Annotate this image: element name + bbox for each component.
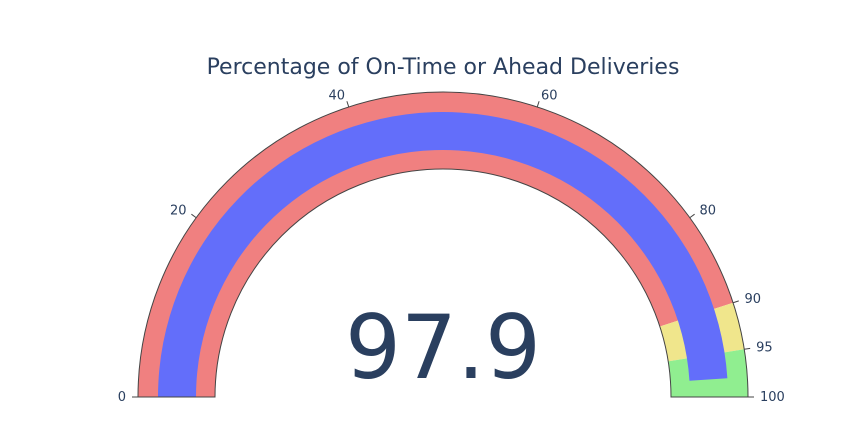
gauge-tick-label: 20 [170, 204, 187, 219]
gauge-border [137, 91, 749, 398]
gauge-tick-mark [536, 101, 540, 108]
gauge-tick-mark [744, 347, 751, 350]
gauge-tick-label: 40 [328, 89, 345, 104]
gauge-tick-mark [732, 300, 739, 304]
chart-title: Percentage of On-Time or Ahead Deliverie… [207, 55, 680, 80]
gauge-tick-label: 100 [760, 390, 785, 405]
gauge-ticks: 0 20 40 60 80 90 95 100 [118, 89, 785, 405]
gauge-outline [137, 91, 749, 398]
gauge-tick-mark [346, 101, 350, 108]
gauge-bar [158, 111, 728, 397]
gauge-tick-label: 80 [699, 204, 716, 219]
gauge-tick-label: 95 [756, 340, 773, 355]
gauge-value-bar [158, 111, 728, 397]
gauge-tick-label: 90 [744, 292, 761, 307]
gauge-tick-label: 0 [118, 390, 126, 405]
gauge-value-number: 97.9 [345, 296, 541, 399]
gauge-tick-mark [191, 213, 197, 219]
gauge-tick-label: 60 [541, 89, 558, 104]
gauge-tick-mark [689, 213, 695, 219]
